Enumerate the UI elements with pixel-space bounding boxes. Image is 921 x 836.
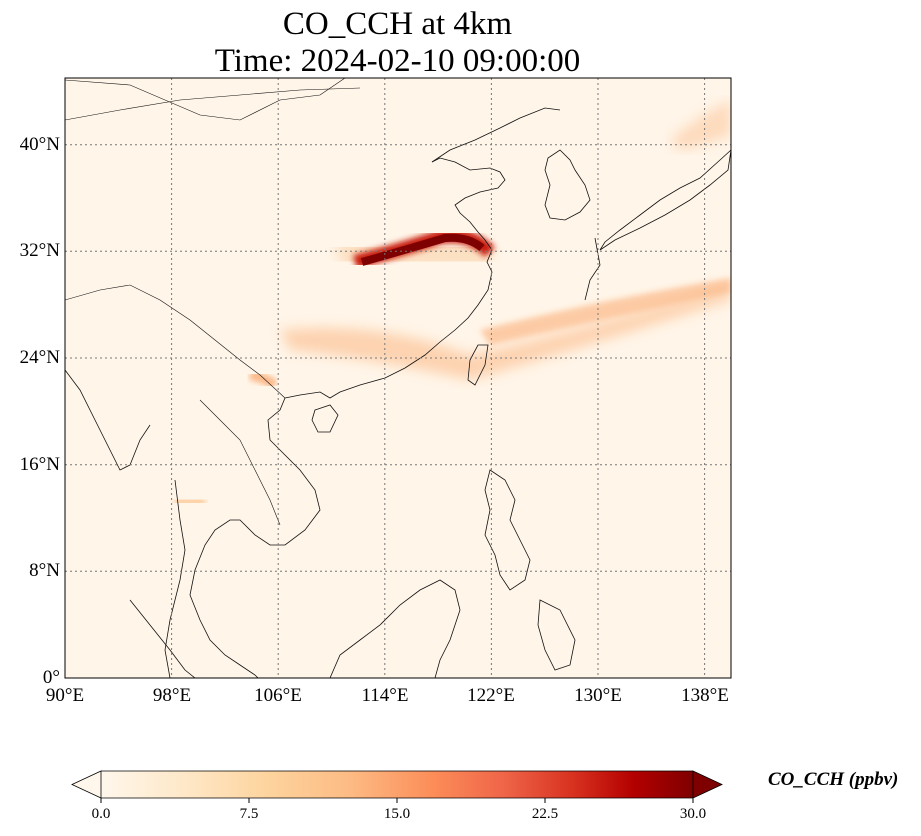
- lon-tick-label: 122°E: [467, 685, 515, 706]
- lon-tick-label: 130°E: [574, 685, 622, 706]
- colorbar-extend-low: [71, 770, 102, 799]
- plume-core-inner: [360, 233, 485, 266]
- plume-south-china: [248, 370, 278, 390]
- coastline-taiwan: [467, 344, 489, 386]
- colorbar-gradient: [101, 771, 693, 798]
- colorbar-extend-high: [692, 770, 723, 799]
- plume-pacific-band: [480, 278, 731, 345]
- coastline-indochina: [189, 397, 321, 678]
- lon-tick-label: 98°E: [152, 685, 192, 706]
- map-title-line2: Time: 2024-02-10 09:00:00: [214, 43, 581, 79]
- lon-tick-label: 138°E: [681, 685, 729, 706]
- colorbar-tick-label: 30.0: [679, 806, 707, 822]
- coastline-korea: [544, 149, 591, 221]
- coastline-hainan: [311, 404, 339, 433]
- plume-east-china-sea: [280, 285, 731, 380]
- gridlines: [65, 78, 731, 678]
- colorbar-tick-label: 0.0: [91, 806, 111, 822]
- lon-tick-label: 90°E: [45, 685, 85, 706]
- map-background: [65, 78, 731, 678]
- map-frame: [64, 77, 732, 679]
- coastline-china: [284, 249, 493, 399]
- colorbar-tick-label: 22.5: [531, 806, 559, 822]
- plume-thailand: [173, 494, 207, 509]
- coastline-bohai: [431, 157, 506, 251]
- lat-tick-label: 40°N: [19, 134, 60, 155]
- colorbar-tick-label: 7.5: [239, 806, 259, 822]
- coastline-philippines: [484, 469, 531, 591]
- coastline-japan: [599, 149, 731, 251]
- lat-tick-label: 24°N: [19, 347, 60, 368]
- lat-tick-label: 32°N: [19, 240, 60, 261]
- colorbar: [71, 770, 723, 803]
- colorbar-label: CO_CCH (ppbv): [768, 769, 899, 790]
- lon-tick-label: 114°E: [361, 685, 409, 706]
- lon-tick-label: 106°E: [254, 685, 302, 706]
- coastline-borneo: [329, 579, 461, 678]
- colorbar-tick-label: 15.0: [383, 806, 411, 822]
- plume-japan: [670, 100, 731, 150]
- lat-tick-label: 16°N: [19, 454, 60, 475]
- lat-tick-label: 0°: [42, 667, 60, 688]
- concentration-field: [173, 100, 731, 509]
- map-title-line1: CO_CCH at 4km: [282, 6, 513, 42]
- lat-tick-label: 8°N: [29, 560, 60, 581]
- coastlines: [65, 78, 731, 678]
